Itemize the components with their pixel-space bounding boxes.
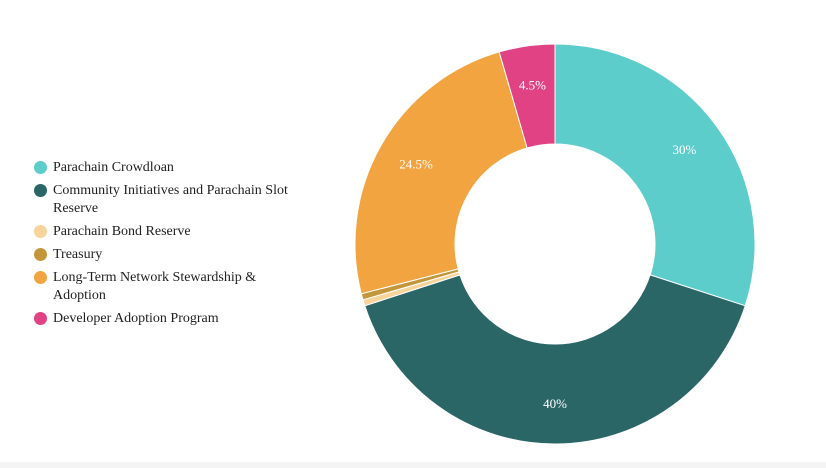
slice-parachain-crowdloan[interactable]	[554, 43, 756, 307]
slice-long-term-network-stewardship-adoption[interactable]	[354, 51, 528, 295]
legend-swatch-icon	[34, 271, 47, 284]
slice-label-community-initiatives-and-parachain-slot-reserve: 40%	[543, 396, 567, 411]
legend-item-long-term-stewardship[interactable]: Long-Term Network Stewardship & Adoption	[34, 269, 304, 305]
legend-item-developer-adoption[interactable]: Developer Adoption Program	[34, 310, 304, 328]
legend-item-parachain-bond-reserve[interactable]: Parachain Bond Reserve	[34, 223, 304, 241]
legend-label: Parachain Bond Reserve	[53, 224, 191, 239]
legend-swatch-icon	[34, 161, 47, 174]
legend-label: Developer Adoption Program	[53, 311, 219, 326]
legend-swatch-icon	[34, 248, 47, 261]
legend-swatch-icon	[34, 184, 47, 197]
legend-label: Community Initiatives and Parachain Slot…	[53, 183, 288, 216]
legend-label: Long-Term Network Stewardship & Adoption	[53, 270, 257, 303]
legend-label: Treasury	[53, 247, 103, 262]
legend-item-parachain-crowdloan[interactable]: Parachain Crowdloan	[34, 159, 304, 177]
slice-label-long-term-network-stewardship-adoption: 24.5%	[399, 157, 433, 172]
slice-developer-adoption-program[interactable]	[498, 43, 556, 149]
slice-label-developer-adoption-program: 4.5%	[519, 78, 546, 93]
bottom-divider	[0, 462, 826, 468]
legend-item-treasury[interactable]: Treasury	[34, 246, 304, 264]
legend-swatch-icon	[34, 225, 47, 238]
legend-label: Parachain Crowdloan	[53, 160, 174, 175]
slice-community-initiatives-and-parachain-slot-reserve[interactable]	[364, 274, 746, 445]
legend-swatch-icon	[34, 312, 47, 325]
legend-item-community-initiatives[interactable]: Community Initiatives and Parachain Slot…	[34, 182, 304, 218]
slice-label-parachain-crowdloan: 30%	[673, 142, 697, 157]
chart-legend: Parachain Crowdloan Community Initiative…	[34, 159, 304, 333]
